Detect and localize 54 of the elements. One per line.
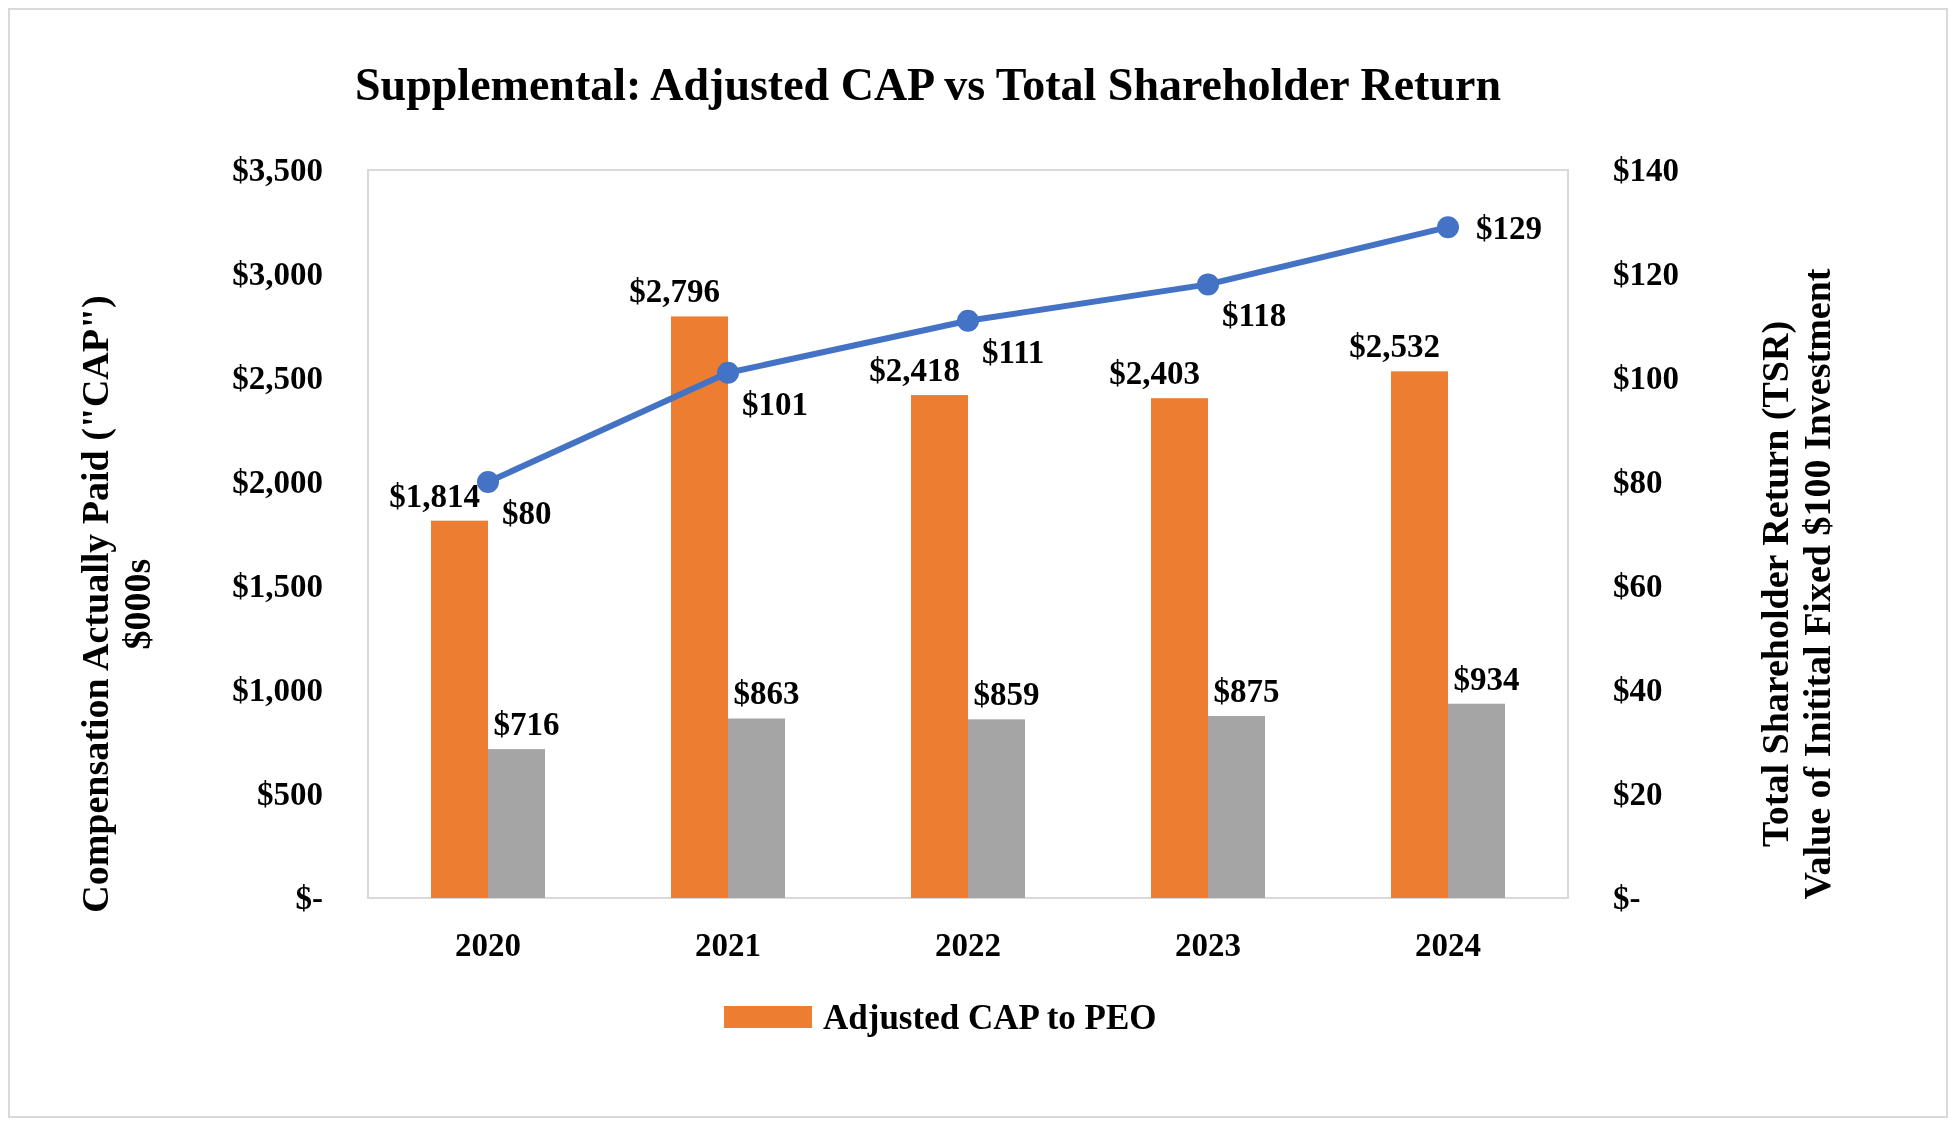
bar: [1208, 716, 1265, 898]
y2-tick-label: $60: [1613, 568, 1663, 604]
y-tick-label: $3,500: [232, 152, 323, 188]
point: [1437, 216, 1459, 239]
data-label: $1,814: [389, 477, 480, 514]
y-axis-title: Compensation Actually Paid ("CAP") $000s: [74, 295, 158, 913]
bar: [1151, 398, 1208, 898]
data-label: $80: [502, 495, 552, 531]
point: [957, 309, 979, 332]
bar: [968, 719, 1025, 898]
x-tick-label: 2021: [695, 927, 761, 963]
y2-tick-label: $120: [1613, 256, 1679, 292]
data-label: $859: [973, 676, 1040, 713]
bar: [911, 395, 968, 898]
legend-label: Adjusted CAP to PEO: [823, 998, 1157, 1037]
y2-tick-label: $140: [1613, 152, 1679, 188]
data-label: $2,796: [629, 273, 720, 310]
bar: [1391, 371, 1448, 898]
y-tick-label: $1,000: [232, 672, 323, 708]
bar: [671, 316, 728, 898]
y2-tick-label: $-: [1613, 880, 1641, 916]
y2-axis-title: Total Shareholder Return (TSR) Value of Initital Fixed $100 Investment: [1754, 268, 1838, 900]
y-tick-label: $2,000: [232, 464, 323, 500]
y-tick-label: $2,500: [232, 360, 323, 396]
data-label: $101: [742, 385, 808, 422]
data-label: $716: [493, 706, 560, 743]
bar: [728, 718, 785, 898]
y-tick-label: $3,000: [232, 256, 323, 292]
y-tick-label: $500: [257, 776, 323, 812]
data-label: $129: [1476, 210, 1542, 247]
x-tick-label: 2023: [1175, 927, 1241, 963]
bar: [1448, 703, 1505, 898]
y2-tick-label: $100: [1613, 360, 1679, 396]
bar: [488, 749, 545, 898]
data-label: $2,418: [869, 352, 960, 389]
data-label: $118: [1222, 297, 1287, 334]
data-label: $111: [982, 333, 1045, 370]
point: [717, 361, 739, 384]
data-label: $934: [1453, 660, 1520, 697]
y2-tick-label: $20: [1613, 776, 1663, 812]
chart-title: Supplemental: Adjusted CAP vs Total Shareholder Return: [355, 59, 1501, 110]
data-label: $2,403: [1109, 355, 1200, 392]
data-label: $863: [733, 675, 800, 712]
data-label: $2,532: [1349, 328, 1440, 365]
y-tick-label: $1,500: [232, 568, 323, 604]
y2-tick-label: $40: [1613, 672, 1663, 708]
y-tick-label: $-: [295, 880, 323, 916]
data-label: $875: [1213, 673, 1280, 709]
bar: [431, 520, 488, 898]
x-tick-label: 2024: [1415, 927, 1481, 963]
y2-tick-label: $80: [1613, 464, 1663, 500]
point: [1197, 273, 1219, 296]
x-tick-label: 2020: [455, 927, 521, 963]
x-tick-label: 2022: [935, 927, 1001, 963]
